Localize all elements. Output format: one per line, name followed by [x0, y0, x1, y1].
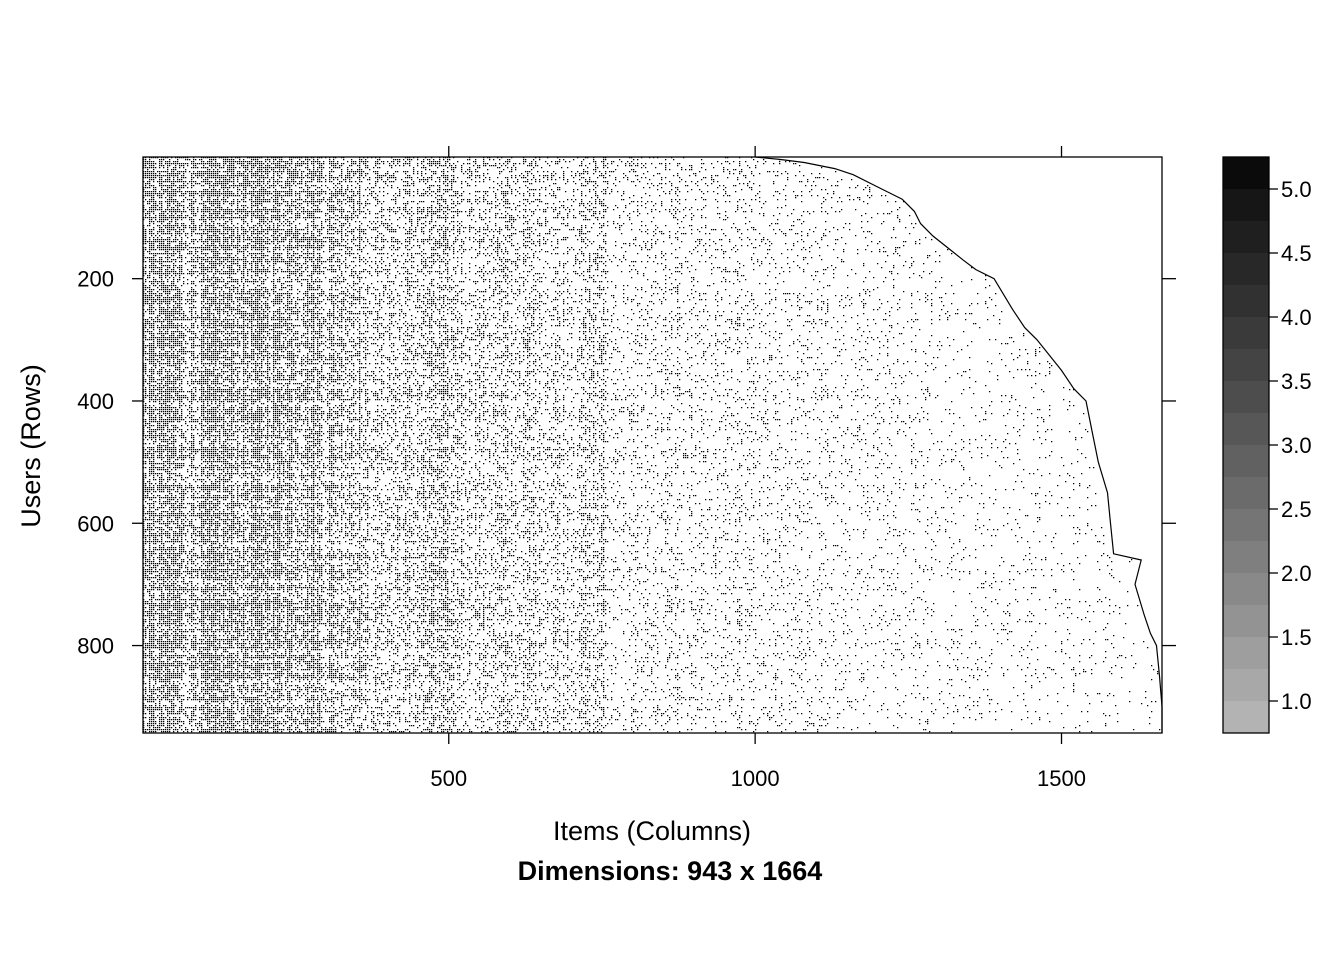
- color-key-swatch: [1223, 509, 1269, 541]
- y-tick-label: 600: [77, 511, 114, 536]
- color-key-swatch: [1223, 253, 1269, 285]
- color-key-swatch: [1223, 701, 1269, 733]
- color-key-swatch: [1223, 573, 1269, 605]
- x-tick-label: 500: [430, 766, 467, 791]
- color-key-swatch: [1223, 477, 1269, 509]
- y-tick-label: 400: [77, 389, 114, 414]
- x-tick-label: 1000: [731, 766, 780, 791]
- color-key-swatch: [1223, 317, 1269, 349]
- color-key-label: 4.0: [1281, 305, 1312, 330]
- color-key-swatch: [1223, 413, 1269, 445]
- color-key-swatch: [1223, 605, 1269, 637]
- color-key-label: 3.0: [1281, 433, 1312, 458]
- axes: 500 1000 1500 200 400 600 800: [77, 146, 1176, 791]
- color-key-label: 2.0: [1281, 561, 1312, 586]
- color-key-label: 4.5: [1281, 241, 1312, 266]
- color-key-swatch: [1223, 669, 1269, 701]
- color-key: 1.0 1.5 2.0 2.5 3.0 3.5 4.0 4.5 5.0: [1222, 156, 1312, 734]
- color-key-label: 5.0: [1281, 177, 1312, 202]
- color-key-swatch: [1223, 221, 1269, 253]
- x-tick-label: 1500: [1037, 766, 1086, 791]
- color-key-label: 2.5: [1281, 497, 1312, 522]
- color-key-swatch: [1223, 637, 1269, 669]
- fill-boundary-line: [755, 156, 1163, 733]
- color-key-label: 1.5: [1281, 625, 1312, 650]
- y-axis-label: Users (Rows): [16, 364, 46, 528]
- color-key-label: 1.0: [1281, 689, 1312, 714]
- color-key-swatch: [1223, 381, 1269, 413]
- color-key-swatch: [1223, 541, 1269, 573]
- plot-frame: [142, 156, 1163, 734]
- rating-cells: [143, 157, 1161, 733]
- color-key-swatch: [1223, 285, 1269, 317]
- heatmap-cells: [143, 156, 1163, 733]
- y-tick-label: 200: [77, 267, 114, 292]
- x-axis-label: Items (Columns): [553, 816, 751, 846]
- color-key-swatch: [1223, 189, 1269, 221]
- y-tick-label: 800: [77, 634, 114, 659]
- color-key-swatch: [1223, 349, 1269, 381]
- color-key-swatch: [1223, 445, 1269, 477]
- color-key-swatch: [1223, 157, 1269, 189]
- color-key-label: 3.5: [1281, 369, 1312, 394]
- dimensions-caption: Dimensions: 943 x 1664: [518, 856, 823, 886]
